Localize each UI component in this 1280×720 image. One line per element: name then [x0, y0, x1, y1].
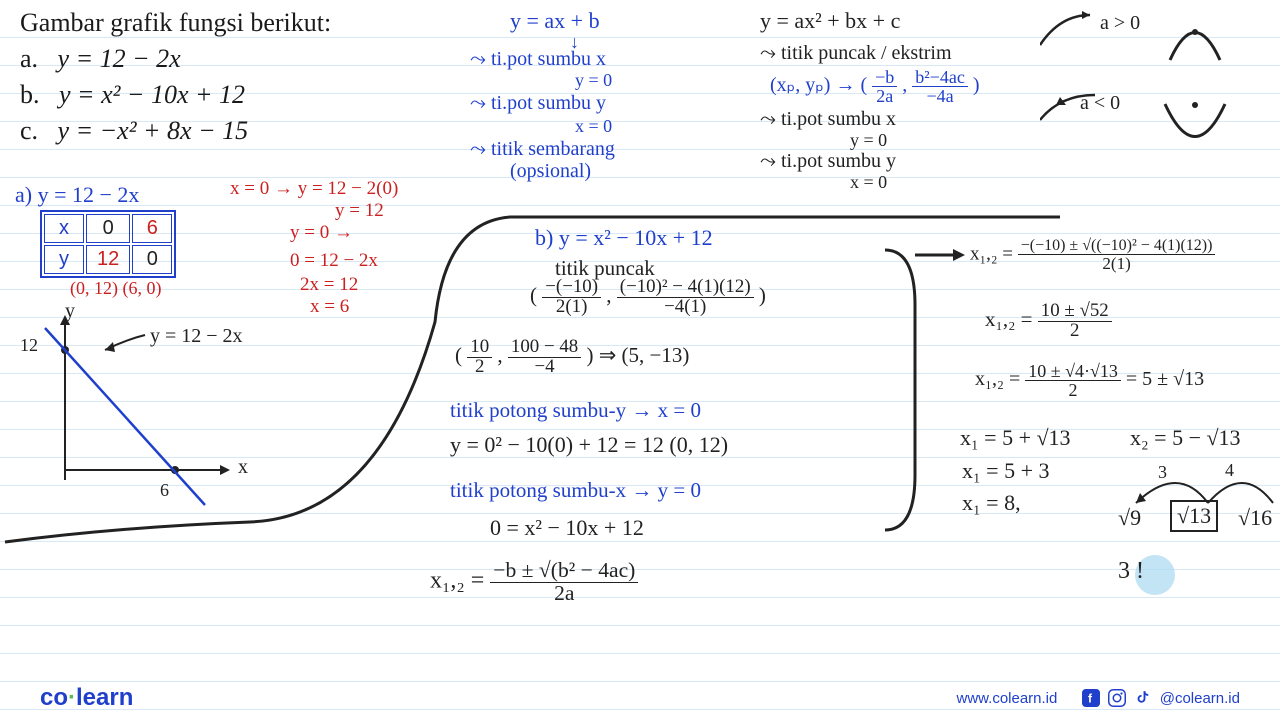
arc-label-3: 3	[1158, 462, 1167, 483]
part-b-l2: titik potong sumbu-y → x = 0	[450, 398, 701, 423]
a-negative-label: a < 0	[1080, 92, 1120, 115]
bracket-arrow	[870, 235, 970, 545]
note-l1: ⤳ ti.pot sumbu x	[470, 48, 606, 71]
note-l3b: (opsional)	[510, 160, 591, 183]
pb-r4: x₁ = 5 + √13	[960, 425, 1071, 451]
item-c-letter: c.	[20, 116, 38, 145]
item-b-letter: b.	[20, 80, 40, 109]
sqrt-13: √13	[1170, 500, 1218, 532]
item-a-eq: y = 12 − 2x	[58, 44, 181, 73]
note-vertex: (xₚ, yₚ) → ( −b2a , b²−4ac−4a )	[770, 68, 979, 105]
part-b-simplify: ( 102 , 100 − 48−4 ) ⇒ (5, −13)	[455, 338, 689, 377]
problem-title: Gambar grafik fungsi berikut:	[20, 8, 331, 38]
note-p3b: x = 0	[850, 172, 887, 193]
sqrt-9: √9	[1118, 505, 1141, 531]
a-positive-label: a > 0	[1100, 12, 1140, 35]
footer-url: www.colearn.id	[956, 690, 1057, 707]
arc-label-4: 4	[1225, 460, 1234, 481]
part-b-l3: y = 0² − 10(0) + 12 = 12 (0, 12)	[450, 432, 728, 458]
note-linear-form: y = ax + b	[510, 8, 600, 34]
instagram-icon	[1108, 689, 1126, 707]
note-l1b: y = 0	[575, 70, 612, 91]
brand-logo: co·learn	[40, 684, 133, 712]
sqrt-16: √16	[1238, 505, 1272, 531]
note-p2b: y = 0	[850, 130, 887, 151]
item-a-letter: a.	[20, 44, 38, 73]
note-l2: ⤳ ti.pot sumbu y	[470, 92, 606, 115]
footer-handle: @colearn.id	[1160, 690, 1240, 707]
pb-r6: x₁ = 8,	[962, 490, 1021, 516]
facebook-icon: f	[1082, 689, 1100, 707]
part-b-header: b) y = x² − 10x + 12	[535, 225, 713, 251]
pb-r7: x₂ = 5 − √13	[1130, 425, 1241, 451]
item-b-eq: y = x² − 10x + 12	[59, 80, 245, 109]
tiktok-icon	[1134, 689, 1152, 707]
footer: co·learn www.colearn.id f @colearn.id	[0, 684, 1280, 712]
part-b-l5: 0 = x² − 10x + 12	[490, 515, 644, 541]
part-b-l6: x₁,₂ = −b ± √(b² − 4ac)2a	[430, 560, 638, 604]
pb-r2: x₁,₂ = 10 ± √522	[985, 302, 1112, 341]
part-b-l4: titik potong sumbu-x → y = 0	[450, 478, 701, 503]
item-c-eq: y = −x² + 8x − 15	[58, 116, 249, 145]
note-l3: ⤳ titik sembarang	[470, 138, 615, 161]
note-p1: ⤳ titik puncak / ekstrim	[760, 42, 952, 65]
note-quad-form: y = ax² + bx + c	[760, 8, 900, 34]
pb-bottom: 3 !	[1118, 558, 1144, 585]
part-b-vertex-calc: ( −(−10)2(1) , (−10)² − 4(1)(12)−4(1) )	[530, 278, 766, 317]
pb-r5: x₁ = 5 + 3	[962, 458, 1049, 484]
pb-r1: x₁,₂ = −(−10) ± √((−10)² − 4(1)(12))2(1)	[970, 238, 1215, 272]
note-l2b: x = 0	[575, 116, 612, 137]
note-p2: ⤳ ti.pot sumbu x	[760, 108, 896, 131]
parabola-sketches	[1040, 5, 1270, 170]
note-p3: ⤳ ti.pot sumbu y	[760, 150, 896, 173]
pb-r3: x₁,₂ = 10 ± √4·√132 = 5 ± √13	[975, 362, 1204, 399]
